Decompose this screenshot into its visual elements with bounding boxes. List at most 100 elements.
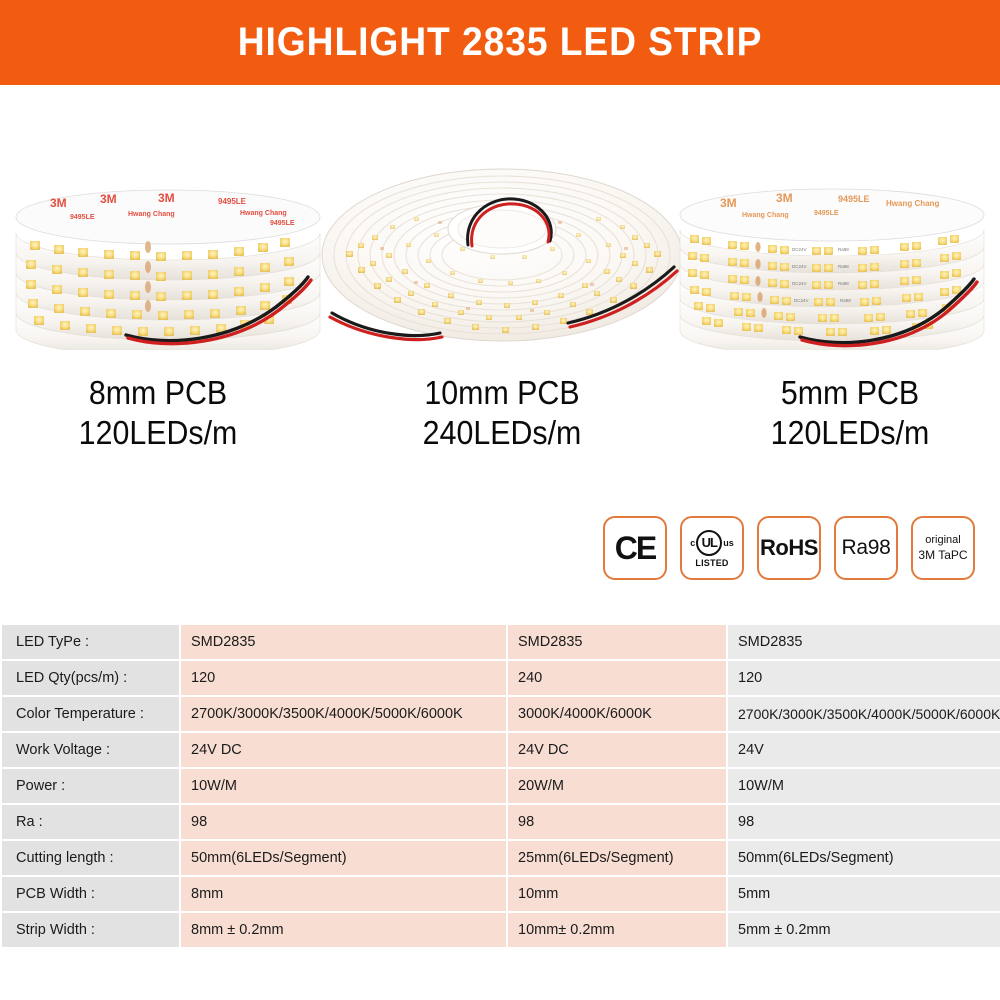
product-label-line2: 120LEDs/m: [770, 414, 930, 451]
ul-listed-badge: c UL us LISTED: [680, 516, 744, 580]
table-row: Color Temperature : 2700K/3000K/3500K/40…: [2, 697, 1000, 731]
table-row: LED Qty(pcs/m) : 120 240 120: [2, 661, 1000, 695]
led-strip-reel-5mm: 3M 3M 9495LE Hwang Chang Hwang Chang 949…: [672, 185, 998, 350]
3m-tape-line1: original: [925, 534, 961, 546]
product-label-line2: 240LEDs/m: [422, 414, 582, 451]
spec-value-10mm: 20W/M: [508, 769, 726, 803]
spec-value-5mm: 120: [728, 661, 1000, 695]
ul-letters: UL: [701, 535, 718, 550]
spec-value-10mm: 240: [508, 661, 726, 695]
spec-value-8mm: 120: [181, 661, 506, 695]
product-photos-area: 3M 3M 3M 9495LE 9495LE Hwang Chang Hwang…: [0, 85, 1000, 595]
spec-value-10mm: 10mm: [508, 877, 726, 911]
table-row: Cutting length : 50mm(6LEDs/Segment) 25m…: [2, 841, 1000, 875]
spec-value-8mm: 2700K/3000K/3500K/4000K/5000K/6000K: [181, 697, 506, 731]
spec-value-8mm: 50mm(6LEDs/Segment): [181, 841, 506, 875]
spec-label: Strip Width :: [2, 913, 179, 947]
led-strip-reel-8mm: 3M 3M 3M 9495LE 9495LE Hwang Chang Hwang…: [8, 185, 328, 350]
product-label-5mm: 5mm PCB 120LEDs/m: [712, 373, 988, 453]
svg-text:3M: 3M: [50, 196, 67, 210]
svg-text:9495LE: 9495LE: [838, 194, 870, 204]
svg-text:9495LE: 9495LE: [218, 197, 247, 206]
ra98-badge: Ra98: [834, 516, 898, 580]
product-label-line1: 5mm PCB: [780, 374, 920, 411]
spec-value-5mm: 50mm(6LEDs/Segment): [728, 841, 1000, 875]
specification-table: LED TyPe : SMD2835 SMD2835 SMD2835 LED Q…: [0, 623, 1000, 949]
header-banner: HIGHLIGHT 2835 LED STRIP: [0, 0, 1000, 85]
svg-text:Ra98: Ra98: [838, 281, 849, 286]
ul-listed-label: LISTED: [695, 557, 729, 568]
rohs-badge: RoHS: [757, 516, 821, 580]
svg-text:Ra98: Ra98: [840, 298, 851, 303]
table-row: Ra : 98 98 98: [2, 805, 1000, 839]
table-row: PCB Width : 8mm 10mm 5mm: [2, 877, 1000, 911]
spec-value-8mm: 98: [181, 805, 506, 839]
spec-label: LED Qty(pcs/m) :: [2, 661, 179, 695]
svg-text:DC24V: DC24V: [792, 264, 807, 269]
svg-text:9495LE: 9495LE: [70, 214, 95, 221]
table-row: LED TyPe : SMD2835 SMD2835 SMD2835: [2, 625, 1000, 659]
svg-text:DC24V: DC24V: [792, 281, 807, 286]
spec-label: Color Temperature :: [2, 697, 179, 731]
svg-text:Hwang Chang: Hwang Chang: [886, 199, 939, 208]
product-label-line1: 10mm PCB: [424, 374, 580, 411]
svg-text:Ra98: Ra98: [838, 264, 849, 269]
svg-text:Hwang Chang: Hwang Chang: [240, 210, 287, 217]
svg-text:9495LE: 9495LE: [814, 210, 839, 217]
ul-us-label: us: [723, 537, 734, 548]
spec-value-5mm: 98: [728, 805, 1000, 839]
spec-label: Power :: [2, 769, 179, 803]
svg-text:Hwang Chang: Hwang Chang: [742, 212, 789, 219]
spec-label: Work Voltage :: [2, 733, 179, 767]
spec-value-5mm: 10W/M: [728, 769, 1000, 803]
spec-value-5mm: 2700K/3000K/3500K/4000K/5000K/6000K: [728, 697, 1000, 731]
led-strip-reel-10mm: [318, 163, 686, 353]
spec-value-10mm: SMD2835: [508, 625, 726, 659]
spec-value-8mm: 8mm ± 0.2mm: [181, 913, 506, 947]
spec-value-5mm: 24V: [728, 733, 1000, 767]
table-row: Power : 10W/M 20W/M 10W/M: [2, 769, 1000, 803]
table-row: Strip Width : 8mm ± 0.2mm 10mm± 0.2mm 5m…: [2, 913, 1000, 947]
product-label-line1: 8mm PCB: [88, 374, 228, 411]
3m-tape-badge: original 3M TaPC: [911, 516, 975, 580]
ra98-label: Ra98: [841, 536, 891, 559]
ul-icon: c UL us LISTED: [684, 524, 740, 572]
3m-tape-line2: 3M TaPC: [918, 548, 968, 562]
3m-tape-icon: original 3M TaPC: [918, 533, 967, 563]
ul-circle-icon: UL: [696, 529, 723, 556]
spec-value-10mm: 3000K/4000K/6000K: [508, 697, 726, 731]
svg-text:9495LE: 9495LE: [270, 220, 295, 227]
ce-badge: CE: [603, 516, 667, 580]
svg-text:DC24V: DC24V: [794, 298, 809, 303]
spec-value-5mm: 5mm: [728, 877, 1000, 911]
spec-value-8mm: 24V DC: [181, 733, 506, 767]
spec-label: Ra :: [2, 805, 179, 839]
ce-icon: CE: [614, 529, 657, 566]
svg-text:3M: 3M: [158, 191, 175, 205]
ul-mark-row: c UL us: [690, 529, 734, 557]
svg-text:3M: 3M: [100, 192, 117, 206]
spec-value-10mm: 25mm(6LEDs/Segment): [508, 841, 726, 875]
spec-label: PCB Width :: [2, 877, 179, 911]
spec-value-8mm: 10W/M: [181, 769, 506, 803]
ul-c-label: c: [690, 537, 696, 548]
page-title: HIGHLIGHT 2835 LED STRIP: [237, 20, 763, 64]
svg-text:Ra98: Ra98: [838, 247, 849, 252]
spec-value-10mm: 10mm± 0.2mm: [508, 913, 726, 947]
spec-value-10mm: 98: [508, 805, 726, 839]
product-label-10mm: 10mm PCB 240LEDs/m: [364, 373, 640, 453]
spec-value-8mm: SMD2835: [181, 625, 506, 659]
spec-value-8mm: 8mm: [181, 877, 506, 911]
svg-text:DC24V: DC24V: [792, 247, 807, 252]
rohs-icon: RoHS: [760, 535, 818, 560]
svg-text:3M: 3M: [720, 196, 737, 210]
svg-text:3M: 3M: [776, 191, 793, 205]
product-label-8mm: 8mm PCB 120LEDs/m: [20, 373, 296, 453]
spec-label: LED TyPe :: [2, 625, 179, 659]
svg-text:Hwang Chang: Hwang Chang: [128, 211, 175, 218]
spec-value-5mm: 5mm ± 0.2mm: [728, 913, 1000, 947]
table-row: Work Voltage : 24V DC 24V DC 24V: [2, 733, 1000, 767]
product-label-line2: 120LEDs/m: [78, 414, 238, 451]
certification-badges: CE c UL us LISTED RoHS Ra98 origina: [603, 516, 975, 580]
